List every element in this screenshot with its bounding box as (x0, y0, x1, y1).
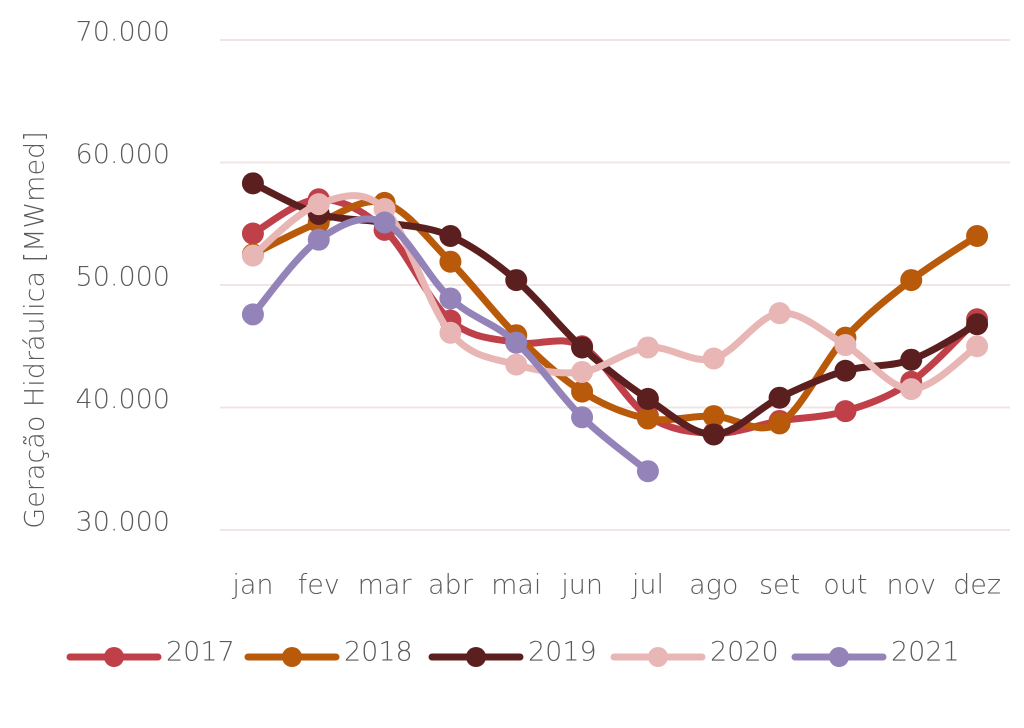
y-axis-label: Geração Hidráulica [MWmed] (20, 131, 51, 528)
data-point (505, 269, 528, 292)
data-point (439, 250, 462, 273)
data-point (241, 222, 264, 245)
data-point (966, 335, 989, 358)
x-tick-label: jun (560, 570, 603, 601)
data-point (900, 269, 923, 292)
legend-marker (829, 647, 849, 667)
data-point (571, 336, 594, 359)
x-tick-label: mar (358, 570, 413, 601)
legend-marker (466, 647, 486, 667)
legend-label: 2021 (891, 637, 960, 668)
data-point (636, 407, 659, 430)
data-point (702, 405, 725, 428)
data-point (505, 353, 528, 376)
data-point (768, 302, 791, 325)
data-point (439, 321, 462, 344)
data-point (834, 334, 857, 357)
x-tick-label: abr (428, 570, 474, 601)
legend-label: 2020 (710, 637, 779, 668)
data-point (307, 228, 330, 251)
x-tick-label: ago (689, 570, 738, 601)
legend-marker (104, 647, 124, 667)
data-point (571, 360, 594, 383)
x-tick-label: fev (298, 570, 340, 601)
data-point (768, 386, 791, 409)
legend-label: 2018 (344, 637, 413, 668)
data-point (966, 225, 989, 247)
x-tick-label: jan (231, 570, 273, 601)
x-tick-label: jul (631, 570, 664, 601)
x-tick-label: out (823, 570, 867, 601)
x-tick-label: mai (491, 570, 541, 601)
y-tick-label: 50.000 (76, 262, 170, 293)
series-line (249, 198, 981, 432)
x-tick-label: set (759, 570, 800, 601)
data-point (439, 287, 462, 310)
data-point (636, 460, 659, 483)
data-point (636, 336, 659, 359)
y-tick-label: 60.000 (76, 139, 170, 170)
x-tick-label: dez (953, 570, 1001, 601)
legend-label: 2017 (166, 637, 235, 668)
data-point (439, 225, 462, 247)
y-tick-label: 30.000 (76, 507, 170, 538)
data-point (834, 400, 857, 423)
legend-label: 2019 (528, 637, 597, 668)
data-point (307, 193, 330, 216)
data-point (768, 412, 791, 435)
legend-marker (282, 647, 302, 667)
series-line (249, 192, 981, 393)
data-point (636, 387, 659, 410)
y-tick-label: 70.000 (76, 17, 170, 48)
data-point (900, 348, 923, 371)
legend-marker (648, 647, 668, 667)
data-point (702, 347, 725, 370)
data-point (966, 313, 989, 336)
data-point (373, 211, 396, 234)
data-point (241, 244, 264, 267)
data-point (571, 406, 594, 429)
data-point (702, 423, 725, 446)
data-point (900, 378, 923, 401)
data-point (834, 359, 857, 382)
data-point (241, 303, 264, 326)
data-point (241, 172, 264, 195)
data-point (571, 380, 594, 403)
y-tick-label: 40.000 (76, 384, 170, 415)
data-point (505, 331, 528, 354)
x-tick-label: nov (886, 570, 936, 601)
